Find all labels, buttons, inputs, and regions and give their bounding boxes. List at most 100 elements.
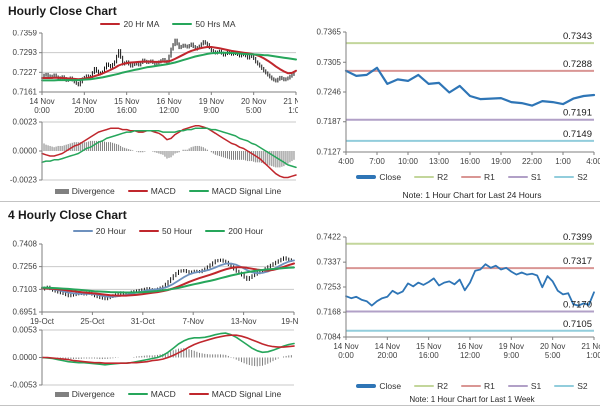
fourhourly-ma-legend: 20 Hour 50 Hour 200 Hour <box>0 226 300 236</box>
legend-label: S1 <box>530 381 542 391</box>
legend-swatch-icon <box>356 384 377 388</box>
hourly-pivot-note: Note: 1 Hour Chart for Last 24 Hours <box>402 190 542 200</box>
svg-text:16:00: 16:00 <box>460 157 481 166</box>
svg-text:0.7161: 0.7161 <box>13 88 38 97</box>
legend-item-s2: S2 <box>554 381 588 391</box>
legend-label: MACD <box>150 186 176 196</box>
legend-item-200-hour: 200 Hour <box>205 226 263 236</box>
svg-text:16:00: 16:00 <box>419 351 440 360</box>
legend-label: R1 <box>483 381 495 391</box>
svg-text:0:00: 0:00 <box>338 351 354 360</box>
legend-item-20-hour: 20 Hour <box>72 226 127 236</box>
legend-label: S1 <box>530 172 542 182</box>
svg-text:25-Oct: 25-Oct <box>80 317 105 326</box>
panel-fourhourly-close: 4 Hourly Close Chart 20 Hour 50 Hour 200 H… <box>0 203 300 403</box>
svg-text:14 Nov: 14 Nov <box>72 97 97 106</box>
svg-text:0.7293: 0.7293 <box>13 48 38 57</box>
svg-text:4:00: 4:00 <box>338 157 354 166</box>
legend-item-s2: S2 <box>554 172 588 182</box>
svg-text:0.7105: 0.7105 <box>563 319 592 330</box>
legend-swatch-icon <box>414 384 435 388</box>
svg-text:0.7103: 0.7103 <box>13 285 38 294</box>
panel-hourly-pivots: 0.7127 0.7187 0.7246 0.7305 0.7365 4:00 7:00 10… <box>300 0 600 202</box>
fourhourly-macd-legend: Divergence MACD MACD Signal Line <box>0 389 300 399</box>
legend-label: Divergence <box>71 389 115 399</box>
legend-item-r1: R1 <box>460 172 495 182</box>
svg-text:31-Oct: 31-Oct <box>131 317 156 326</box>
svg-text:0.0000: 0.0000 <box>13 147 38 156</box>
legend-swatch-icon <box>356 175 377 179</box>
svg-text:16 Nov: 16 Nov <box>156 97 181 106</box>
legend-label: R2 <box>437 172 448 182</box>
svg-text:22:00: 22:00 <box>522 157 543 166</box>
svg-text:0.7305: 0.7305 <box>317 58 342 67</box>
panel-hourly-close: Hourly Close Chart 20 Hr MA 50 Hrs MA 0.7… <box>0 0 300 202</box>
svg-text:0.7168: 0.7168 <box>317 308 342 317</box>
legend-label: Close <box>379 172 402 182</box>
svg-text:20:00: 20:00 <box>377 351 398 360</box>
svg-text:14 Nov: 14 Nov <box>375 342 400 351</box>
svg-text:0.7253: 0.7253 <box>317 283 342 292</box>
legend-label: R1 <box>483 172 495 182</box>
legend-label: 200 Hour <box>228 226 264 236</box>
legend-swatch-icon <box>172 22 193 26</box>
legend-swatch-icon <box>188 392 209 396</box>
hourly-chart-title: Hourly Close Chart <box>8 4 117 18</box>
legend-label: Divergence <box>71 186 115 196</box>
legend-item-50-hour: 50 Hour <box>139 226 192 236</box>
svg-text:19 Nov: 19 Nov <box>499 342 524 351</box>
legend-label: Close <box>379 381 402 391</box>
svg-text:0.7084: 0.7084 <box>317 333 342 342</box>
svg-text:0.7170: 0.7170 <box>563 300 592 311</box>
weekly-pivot-note: Note: 1 Hour Chart for Last 1 Week <box>409 395 535 404</box>
legend-label: 20 Hour <box>95 226 127 236</box>
svg-text:0.7288: 0.7288 <box>563 59 592 70</box>
svg-text:0.7246: 0.7246 <box>317 88 342 97</box>
panel-weekly-pivots: 0.7084 0.7168 0.7253 0.7337 0.7422 14 Nov 0:00… <box>300 203 600 404</box>
svg-text:0.7127: 0.7127 <box>317 148 342 157</box>
svg-text:0:00: 0:00 <box>34 106 50 115</box>
weekly-pivot-legend: Close R2 R1 S1 S2 <box>300 381 600 391</box>
svg-text:5:00: 5:00 <box>246 106 262 115</box>
legend-label: MACD Signal Line <box>211 186 282 196</box>
hourly-pivot-chart: 0.7127 0.7187 0.7246 0.7305 0.7365 4:00 7:00 10… <box>317 28 600 167</box>
svg-text:0.7227: 0.7227 <box>13 68 38 77</box>
svg-text:19 Nov: 19 Nov <box>199 97 224 106</box>
svg-text:14 Nov: 14 Nov <box>29 97 54 106</box>
legend-swatch-icon <box>188 189 209 193</box>
legend-swatch-icon <box>54 391 69 397</box>
legend-item-20-hr-ma: 20 Hr MA <box>100 19 159 29</box>
svg-text:12:00: 12:00 <box>460 351 481 360</box>
legend-swatch-icon <box>414 175 435 179</box>
panel-divider <box>0 201 600 202</box>
legend-swatch-icon <box>460 384 481 388</box>
legend-swatch-icon <box>507 384 528 388</box>
legend-item-50-hrs-ma: 50 Hrs MA <box>172 19 236 29</box>
svg-text:19:00: 19:00 <box>491 157 512 166</box>
svg-text:-0.0053: -0.0053 <box>10 381 38 390</box>
legend-label: S2 <box>577 172 588 182</box>
svg-text:0.0023: 0.0023 <box>13 118 38 127</box>
legend-item-divergence: Divergence <box>54 389 115 399</box>
legend-swatch-icon <box>205 229 226 233</box>
hourly-macd-chart: -0.0023 0.0000 0.0023 <box>10 118 297 184</box>
legend-label: 50 Hrs MA <box>195 19 236 29</box>
legend-item-r2: R2 <box>414 381 448 391</box>
legend-item-r1: R1 <box>460 381 495 391</box>
hourly-ma-legend: 20 Hr MA 50 Hrs MA <box>0 19 300 29</box>
svg-text:15 Nov: 15 Nov <box>416 342 441 351</box>
legend-item-s1: S1 <box>507 172 542 182</box>
svg-text:1:00: 1:00 <box>555 157 571 166</box>
legend-item-macd-signal-line: MACD Signal Line <box>188 389 281 399</box>
svg-text:0.7422: 0.7422 <box>317 233 342 242</box>
svg-text:0.0053: 0.0053 <box>13 326 38 335</box>
legend-swatch-icon <box>554 175 575 179</box>
svg-text:16:00: 16:00 <box>117 106 138 115</box>
legend-label: MACD <box>150 389 176 399</box>
fourhourly-macd-chart: -0.0053 0.0000 0.0053 <box>10 326 295 390</box>
svg-text:0.7256: 0.7256 <box>13 262 38 271</box>
svg-text:21 Nov: 21 Nov <box>283 97 298 106</box>
svg-text:12:00: 12:00 <box>159 106 180 115</box>
